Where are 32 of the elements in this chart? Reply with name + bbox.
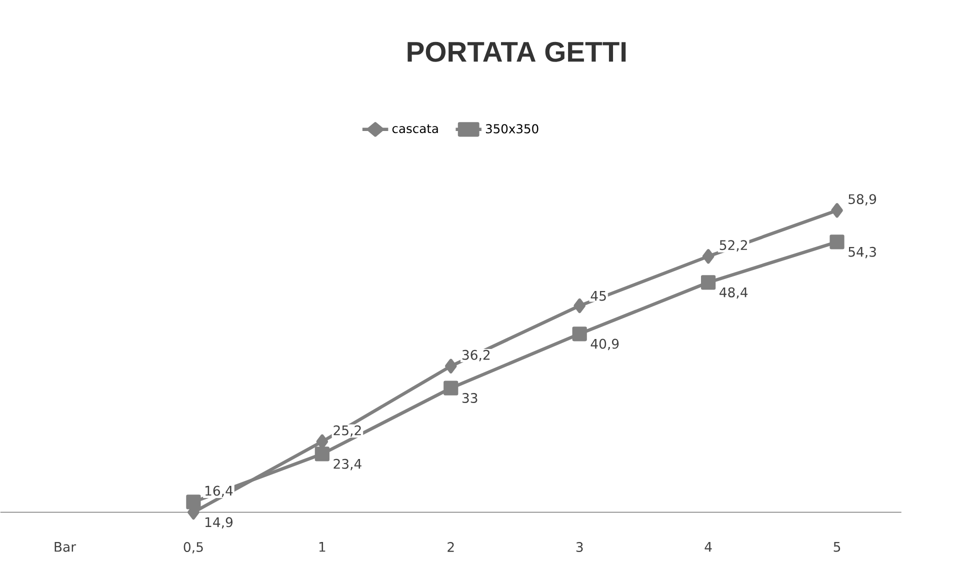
legend-label: cascata <box>392 124 438 134</box>
data-label: 33 <box>462 393 478 404</box>
point <box>444 359 457 374</box>
point <box>186 494 201 510</box>
data-label: 40,9 <box>590 338 619 350</box>
x-tick-label: 5 <box>834 542 840 552</box>
data-label: 54,3 <box>848 247 876 258</box>
data-label: 25,2 <box>334 426 361 437</box>
data-label: 45 <box>590 291 606 302</box>
data-label: 16,4 <box>205 486 233 498</box>
data-label: 48,4 <box>720 288 748 299</box>
point <box>702 249 714 264</box>
chart-title: PORTATA GETTI <box>408 42 626 62</box>
x-tick-label: 3 <box>576 542 583 552</box>
point <box>572 326 587 342</box>
point <box>830 234 844 250</box>
x-tick-label: Bar <box>54 542 76 552</box>
point <box>574 298 586 314</box>
x-tick-label: 0,5 <box>184 542 203 554</box>
legend-label: 350x350 <box>486 124 538 134</box>
point <box>831 203 843 218</box>
point <box>444 380 458 396</box>
point <box>700 275 716 290</box>
data-label: 23,4 <box>334 459 362 470</box>
x-tick-label: 2 <box>448 542 454 552</box>
x-tick-label: 4 <box>704 542 712 552</box>
data-label: 58,9 <box>848 194 876 206</box>
x-tick-label: 1 <box>319 542 326 552</box>
data-label: 14,9 <box>205 517 232 529</box>
point <box>314 446 330 462</box>
data-label: 52,2 <box>720 240 747 252</box>
data-label: 36,2 <box>462 350 490 362</box>
